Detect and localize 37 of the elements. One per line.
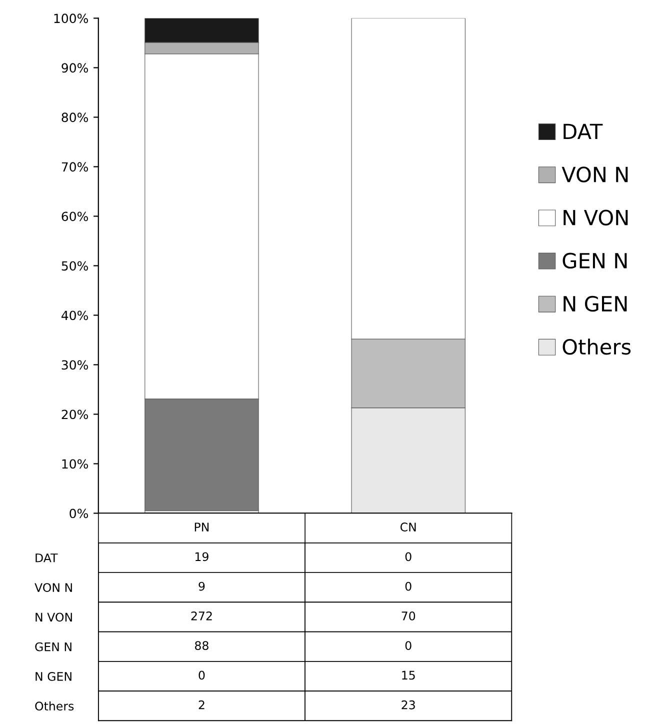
data-label: 9 xyxy=(198,582,205,591)
y-tick-label: VON N xyxy=(34,583,72,592)
x-tick-label: CN xyxy=(400,522,416,532)
data-label: 15 xyxy=(402,670,415,680)
y-tick-label: 60% xyxy=(62,212,88,222)
data-label: 0 xyxy=(405,582,412,591)
y-tick-label: Others xyxy=(35,701,74,711)
data-label: 272 xyxy=(191,611,212,620)
y-tick-label: 50% xyxy=(62,261,88,271)
y-tick-label: 30% xyxy=(62,360,88,370)
data-label: 0 xyxy=(405,552,412,562)
data-label: 0 xyxy=(198,670,205,680)
y-tick-label: 0% xyxy=(70,508,88,518)
data-label: 23 xyxy=(402,700,415,710)
data-label: 2 xyxy=(198,700,204,710)
y-tick-label: 10% xyxy=(62,459,88,469)
data-label: 19 xyxy=(196,552,208,562)
y-tick-label: 70% xyxy=(62,162,88,172)
x-tick-label: PN xyxy=(194,522,209,532)
legend-label: Others xyxy=(562,338,631,355)
y-tick-label: 80% xyxy=(62,112,88,122)
data-label: 70 xyxy=(402,611,416,620)
y-tick-label: 20% xyxy=(62,410,88,420)
y-tick-label: N GEN xyxy=(36,672,72,681)
legend-label: N VON xyxy=(564,210,628,226)
y-tick-label: 100% xyxy=(54,14,88,24)
y-tick-label: 40% xyxy=(62,310,88,320)
legend-label: N GEN xyxy=(564,296,627,312)
y-tick-label: 90% xyxy=(62,63,88,73)
y-tick-label: GEN N xyxy=(35,642,72,652)
data-label: 0 xyxy=(405,641,412,650)
legend-label: DAT xyxy=(564,124,603,140)
y-tick-label: DAT xyxy=(36,554,58,562)
y-tick-label: N VON xyxy=(36,612,72,622)
data-label: 88 xyxy=(195,641,208,650)
legend-label: GEN N xyxy=(562,252,627,269)
legend-label: VON N xyxy=(562,166,628,182)
